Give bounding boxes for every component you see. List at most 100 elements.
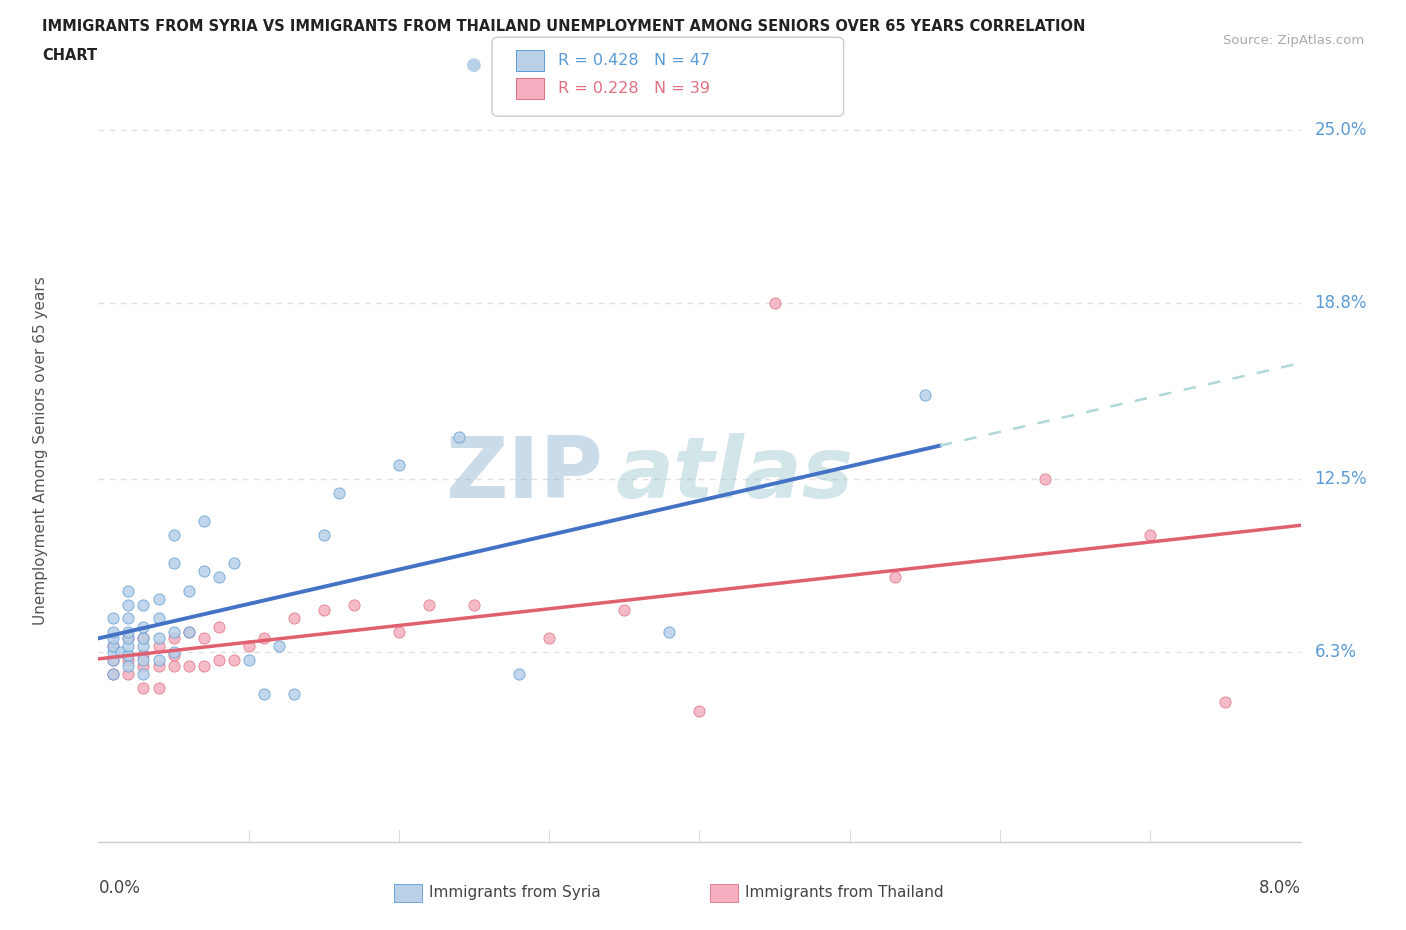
Point [914,388,936,403]
Point [103,639,125,654]
Point [117,631,139,645]
Point [117,639,139,654]
Text: atlas: atlas [616,433,853,516]
Point [117,667,139,682]
Point [388,458,411,472]
Point [132,639,155,654]
Point [388,625,411,640]
Point [658,625,681,640]
Point [162,555,184,570]
Point [238,639,260,654]
Point [103,625,125,640]
Point [193,631,215,645]
Point [117,597,139,612]
Point [312,527,335,542]
Point [148,639,170,654]
Point [177,625,200,640]
Point [162,647,184,662]
Text: 12.5%: 12.5% [1315,470,1367,488]
Text: 6.3%: 6.3% [1315,643,1357,661]
Point [117,653,139,668]
Point [1033,472,1056,486]
Point [162,631,184,645]
Text: R = 0.228   N = 39: R = 0.228 N = 39 [558,81,710,96]
Point [132,667,155,682]
Text: IMMIGRANTS FROM SYRIA VS IMMIGRANTS FROM THAILAND UNEMPLOYMENT AMONG SENIORS OVE: IMMIGRANTS FROM SYRIA VS IMMIGRANTS FROM… [42,19,1085,33]
Point [148,631,170,645]
Point [222,555,245,570]
Point [117,647,139,662]
Point [208,619,231,634]
Point [177,658,200,673]
Point [103,667,125,682]
Point [1215,695,1237,710]
Point [110,644,132,659]
Point [267,639,290,654]
Point [103,631,125,645]
Point [132,597,155,612]
Point [103,639,125,654]
Point [103,667,125,682]
Text: 0.0%: 0.0% [98,879,141,897]
Point [117,631,139,645]
Point [538,631,561,645]
Point [463,597,485,612]
Point [148,591,170,606]
Point [162,658,184,673]
Point [883,569,905,584]
Point [763,296,786,311]
Point [343,597,366,612]
Point [117,583,139,598]
Point [103,611,125,626]
Text: ●: ● [465,56,482,74]
Point [193,564,215,578]
Point [1139,527,1161,542]
Text: Unemployment Among Seniors over 65 years: Unemployment Among Seniors over 65 years [34,277,48,626]
Point [193,658,215,673]
Point [132,658,155,673]
Point [132,653,155,668]
Point [283,686,305,701]
Point [148,681,170,696]
Point [117,625,139,640]
Point [132,647,155,662]
Point [508,667,530,682]
Point [688,703,710,718]
Point [208,653,231,668]
Point [103,653,125,668]
Point [162,527,184,542]
Point [132,681,155,696]
Point [447,430,470,445]
Point [117,658,139,673]
Point [117,611,139,626]
Point [132,619,155,634]
Point [208,569,231,584]
Point [328,485,350,500]
Point [193,513,215,528]
Point [103,644,125,659]
Text: CHART: CHART [42,48,97,63]
Point [132,631,155,645]
Point [148,658,170,673]
Point [132,631,155,645]
Point [162,644,184,659]
Text: R = 0.428   N = 47: R = 0.428 N = 47 [558,53,710,68]
Point [148,653,170,668]
Point [253,686,276,701]
Point [103,653,125,668]
Text: ZIP: ZIP [446,433,603,516]
Point [148,611,170,626]
Text: 25.0%: 25.0% [1315,121,1367,140]
Point [162,625,184,640]
Text: 8.0%: 8.0% [1258,879,1301,897]
Text: Immigrants from Syria: Immigrants from Syria [429,885,600,900]
Point [613,603,636,618]
Point [222,653,245,668]
Point [418,597,440,612]
Text: 18.8%: 18.8% [1315,294,1367,312]
Point [283,611,305,626]
Point [238,653,260,668]
Point [177,625,200,640]
Point [177,583,200,598]
Point [253,631,276,645]
